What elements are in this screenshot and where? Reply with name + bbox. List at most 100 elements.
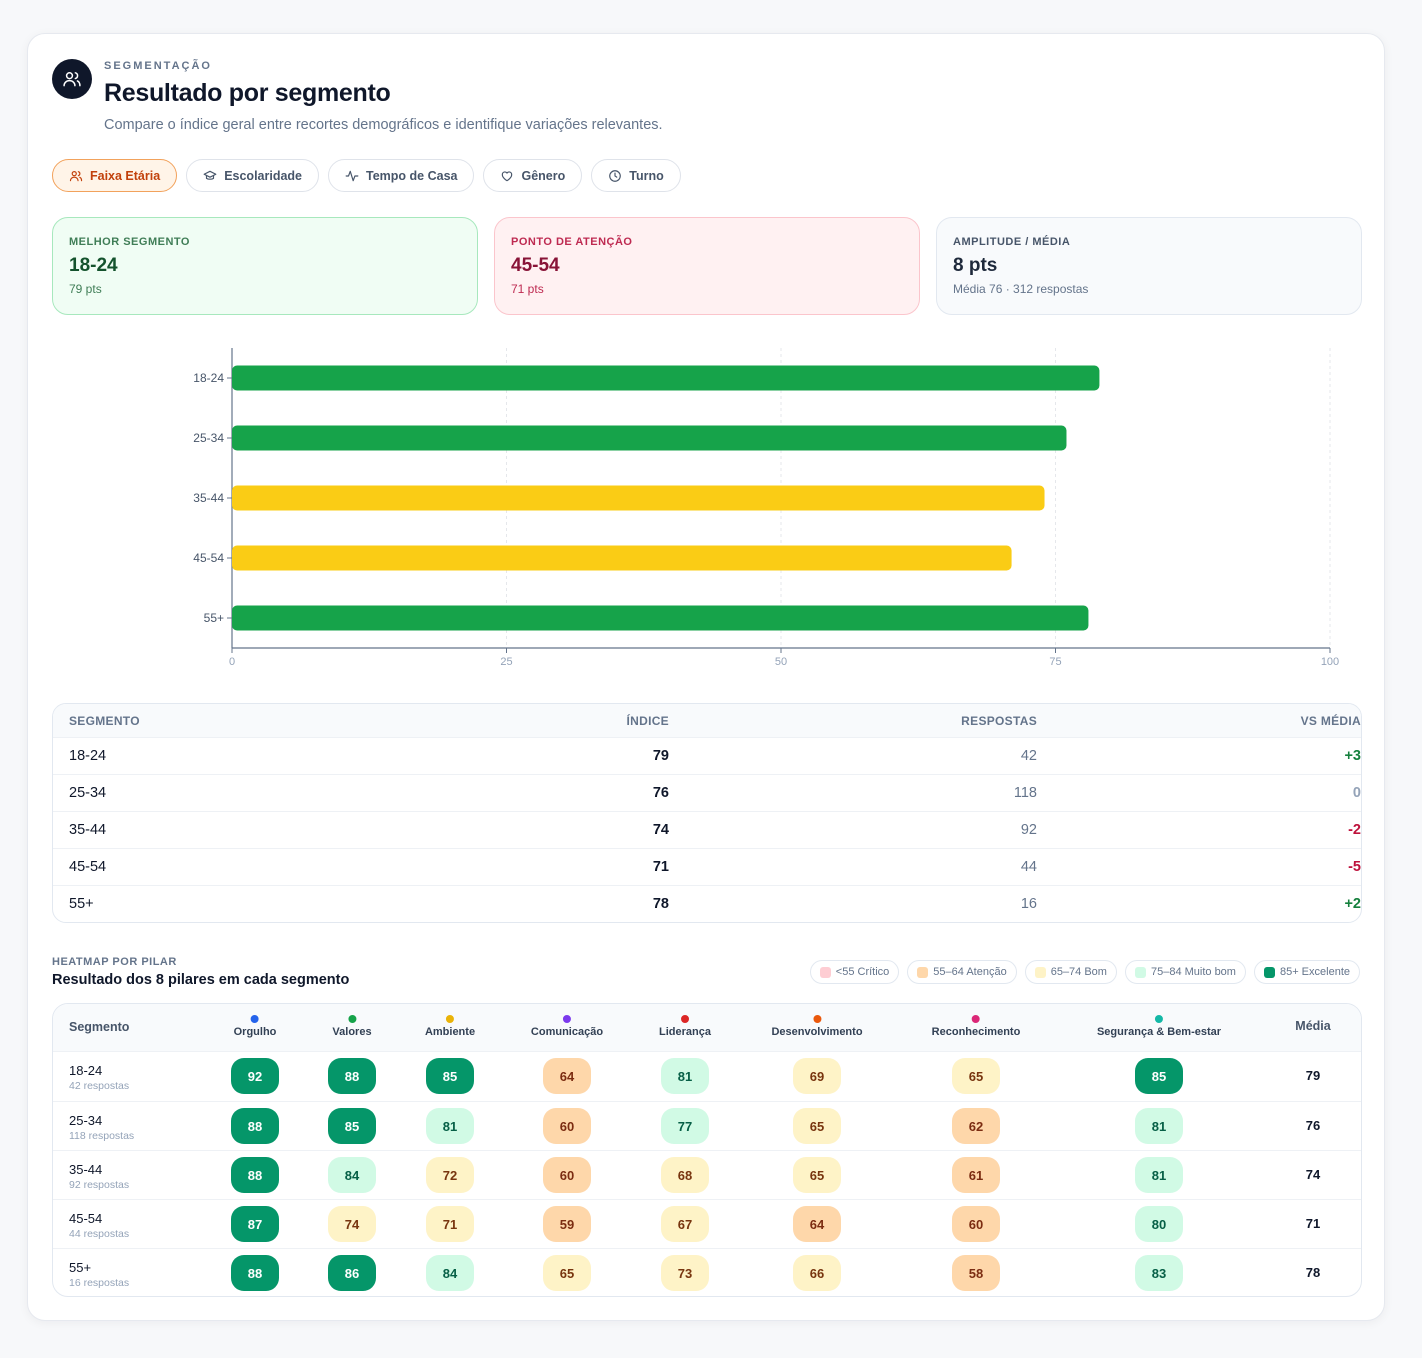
cell-index: 76: [652, 785, 669, 801]
kpi-sub: Média 76 · 312 respostas: [953, 282, 1089, 296]
heatmap-row: 55+ 16 respostas 88 86 84 65 73 66 58 83 78: [53, 1248, 1361, 1296]
segment-bar-chart: 0 25 50 75 100 18-24 25-34 35-44 45-54 55+: [193, 348, 1339, 668]
heatmap-cell: 69: [793, 1058, 841, 1094]
pillar-dot: [251, 1015, 259, 1023]
heatmap-cell: 68: [661, 1157, 709, 1193]
heatmap-cell: 60: [952, 1206, 1000, 1242]
tab-label: Tempo de Casa: [366, 168, 458, 183]
pillar-name: Desenvolvimento: [771, 1026, 863, 1038]
cell-responses: 118: [1013, 785, 1037, 801]
kpi-value: 45-54: [511, 255, 560, 276]
legend-item: <55 Crítico: [809, 960, 900, 984]
bar-25-34: [232, 425, 1067, 451]
table-row: 18-24 79 42 +3: [53, 737, 1361, 774]
x-tick-label: 0: [229, 656, 235, 668]
heatmap-cell: 65: [793, 1108, 841, 1144]
pillar-dot: [681, 1015, 689, 1023]
table-row: 35-44 74 92 -2: [53, 811, 1361, 848]
legend-swatch: [1134, 966, 1146, 978]
heatmap-cell: 92: [231, 1058, 279, 1094]
heatmap-cell: 62: [952, 1108, 1000, 1144]
legend-label: 85+ Excelente: [1279, 966, 1350, 978]
pillar-name: Segurança & Bem-estar: [1096, 1026, 1222, 1038]
y-tick-label: 55+: [204, 611, 224, 625]
users-icon: [52, 59, 92, 99]
activity-icon: [345, 170, 359, 181]
heatmap-cell: 81: [1135, 1157, 1183, 1193]
bar-45-54: [232, 545, 1012, 571]
heatmap-cell: 87: [231, 1206, 279, 1242]
row-segment: 45-54: [69, 1211, 103, 1226]
kpi-attention-point: PONTO DE ATENÇÃO 45-54 71 pts: [494, 217, 920, 315]
users-icon: [69, 170, 83, 181]
row-segment: 55+: [69, 1260, 92, 1275]
heatmap-eyebrow: HEATMAP POR PILAR: [52, 956, 177, 968]
segment-tabs: Faixa Etária Escolaridade Tempo de Casa …: [52, 159, 681, 192]
cell-segment: 18-24: [69, 748, 107, 764]
cell-segment: 55+: [69, 896, 94, 912]
bar-55+: [232, 605, 1089, 631]
x-tick-label: 50: [775, 656, 787, 668]
tab-genero[interactable]: Gênero: [483, 159, 583, 192]
heatmap-cell: 81: [1135, 1108, 1183, 1144]
heatmap-cell: 88: [231, 1108, 279, 1144]
heatmap-legend: <55 Crítico 55–64 Atenção 65–74 Bom 75–84 M…: [809, 960, 1360, 984]
row-responses: 16 respostas: [69, 1277, 130, 1289]
heatmap-cell: 59: [543, 1206, 591, 1242]
tab-label: Escolaridade: [224, 168, 303, 183]
heatmap-cell: 84: [328, 1157, 376, 1193]
heatmap-title: Resultado dos 8 pilares em cada segmento: [52, 972, 350, 988]
heatmap-cell: 73: [661, 1255, 709, 1291]
row-media: 78: [1305, 1265, 1321, 1280]
row-media: 74: [1305, 1167, 1321, 1182]
legend-swatch: [819, 966, 831, 978]
cell-responses: 42: [1020, 748, 1037, 764]
heatmap-row: 45-54 44 respostas 87 74 71 59 67 64 60 80 71: [53, 1199, 1361, 1248]
cell-index: 71: [652, 859, 669, 875]
tab-faixa-etaria[interactable]: Faixa Etária: [52, 159, 178, 192]
cell-segment: 25-34: [69, 785, 107, 801]
pillar-dot: [446, 1015, 454, 1023]
legend-label: 55–64 Atenção: [933, 966, 1007, 978]
heatmap-segment-header: Segmento: [69, 1020, 130, 1034]
kpi-sub: 71 pts: [511, 282, 544, 296]
cell-vs-media: -5: [1348, 859, 1361, 875]
row-responses: 92 respostas: [69, 1179, 130, 1191]
page-title: Resultado por segmento: [104, 79, 391, 107]
heatmap-cell: 65: [543, 1255, 591, 1291]
pillar-header: Liderança: [659, 1015, 711, 1038]
legend-swatch: [1263, 966, 1275, 978]
x-tick-label: 25: [500, 656, 512, 668]
bar-18-24: [232, 365, 1100, 391]
legend-item: 55–64 Atenção: [907, 960, 1017, 984]
tab-turno[interactable]: Turno: [591, 159, 681, 192]
pillar-name: Orgulho: [233, 1026, 277, 1038]
heart-icon: [502, 170, 513, 181]
graduation-cap-icon: [203, 170, 217, 180]
cell-responses: 92: [1020, 822, 1037, 838]
heatmap-cell: 84: [426, 1255, 474, 1291]
table-row: 45-54 71 44 -5: [53, 848, 1361, 885]
tab-tempo-de-casa[interactable]: Tempo de Casa: [328, 159, 475, 192]
legend-swatch: [1034, 966, 1046, 978]
y-tick-label: 35-44: [193, 491, 224, 505]
tab-label: Faixa Etária: [90, 168, 161, 183]
legend-item: 85+ Excelente: [1253, 960, 1360, 984]
pillar-dot: [347, 1015, 356, 1023]
x-tick-label: 100: [1321, 656, 1339, 668]
pillar-name: Comunicação: [530, 1026, 604, 1038]
pillar-name: Ambiente: [424, 1026, 476, 1038]
heatmap-cell: 86: [328, 1255, 376, 1291]
row-media: 71: [1305, 1216, 1321, 1231]
heatmap-header: Segmento Orgulho Valores Ambiente Comunicaç…: [53, 1004, 1361, 1052]
col-header-segment: SEGMENTO: [69, 713, 140, 728]
segment-results-card: SEGMENTAÇÃO Resultado por segmento Compa…: [27, 33, 1385, 1321]
pillar-dot: [1154, 1015, 1163, 1023]
cell-segment: 35-44: [69, 822, 107, 838]
kpi-sub: 79 pts: [69, 282, 102, 296]
tab-label: Gênero: [521, 168, 566, 183]
tab-escolaridade[interactable]: Escolaridade: [186, 159, 320, 192]
heatmap-cell: 61: [952, 1157, 1000, 1193]
bar-35-44: [232, 485, 1045, 511]
pillar-header: Valores: [332, 1015, 372, 1038]
